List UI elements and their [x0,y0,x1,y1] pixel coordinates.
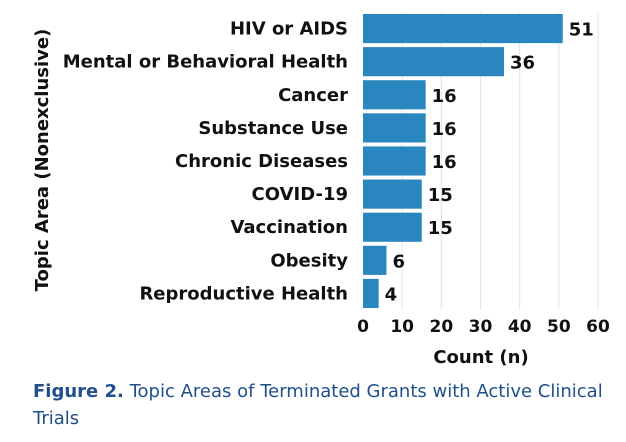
category-label: Mental or Behavioral Health [63,52,348,73]
bar [363,146,426,176]
value-label: 16 [432,86,457,107]
value-label: 51 [569,20,594,41]
value-label: 36 [510,53,535,74]
value-label: 16 [432,119,457,140]
category-label: Reproductive Health [139,283,348,304]
figure-number: Figure 2. [33,381,124,402]
bar [363,13,563,44]
category-label: Cancer [278,85,348,106]
value-label: 6 [393,251,406,272]
figure-caption-text: Topic Areas of Terminated Grants with Ac… [33,381,603,429]
x-tick-label: 40 [508,317,532,337]
bar-chart: HIV or AIDS Mental or Behavioral Health Ca… [32,12,610,368]
x-axis-title: Count (n) [433,347,528,368]
x-tick-label: 0 [357,317,369,337]
x-tick-label: 20 [429,317,453,337]
value-label: 15 [428,185,453,206]
category-label: Chronic Diseases [175,151,348,172]
figure-caption: Figure 2. Topic Areas of Terminated Gran… [33,378,618,432]
category-label: Obesity [270,250,348,271]
x-tick-label: 60 [586,317,610,337]
value-labels: 51 36 16 16 16 15 15 6 4 [385,20,594,306]
bar [363,245,387,275]
bar [363,47,504,77]
value-label: 4 [385,284,398,305]
x-tick-label: 50 [547,317,571,337]
bar [363,212,422,242]
value-label: 15 [428,218,453,239]
bar [363,113,426,143]
category-labels: HIV or AIDS Mental or Behavioral Health Ca… [63,19,349,305]
x-tick-labels: 0 10 20 30 40 50 60 [357,317,610,337]
category-label: Vaccination [230,217,348,238]
bar [363,179,422,209]
y-axis-title: Topic Area (Nonexclusive) [32,29,53,292]
category-label: HIV or AIDS [230,19,348,40]
bars [363,13,563,309]
x-tick-label: 30 [469,317,493,337]
bar [363,278,379,309]
bar [363,80,426,110]
value-label: 16 [432,152,457,173]
category-label: Substance Use [198,118,348,139]
x-tick-label: 10 [390,317,414,337]
category-label: COVID-19 [252,184,348,205]
